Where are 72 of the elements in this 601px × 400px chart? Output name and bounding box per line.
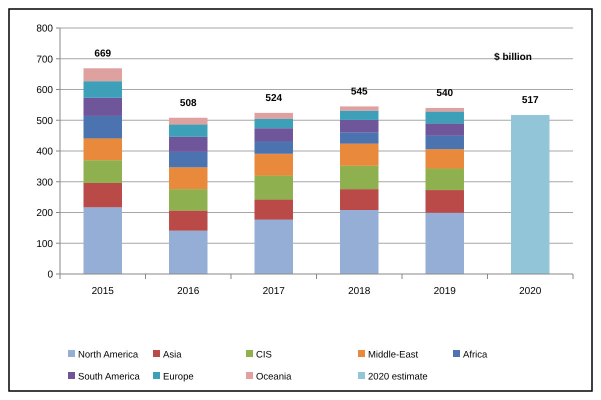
legend-label: Asia: [163, 349, 182, 360]
bar: [340, 210, 378, 274]
bar: [340, 166, 378, 190]
bar: [426, 190, 464, 213]
bar: [426, 108, 464, 112]
legend-label: North America: [78, 349, 139, 360]
bar: [254, 141, 293, 154]
bar: [84, 98, 122, 116]
y-tick-label: 100: [36, 238, 54, 250]
bar: [254, 112, 293, 119]
x-tick-label: 2020: [519, 286, 542, 297]
legend-label: Europe: [163, 371, 194, 382]
total-label: 545: [350, 86, 368, 98]
bar: [84, 81, 122, 98]
bar: [84, 138, 122, 160]
bar: [169, 210, 208, 231]
bar: [169, 152, 208, 168]
total-label: 517: [522, 95, 540, 106]
bar: [511, 115, 550, 274]
y-tick-label: 700: [36, 54, 54, 66]
legend-label: CIS: [256, 349, 272, 360]
y-tick-label: 600: [36, 85, 54, 96]
bar: [340, 132, 378, 144]
bar: [340, 120, 378, 132]
total-label: 524: [265, 92, 283, 104]
legend-label: Middle-East: [368, 349, 419, 360]
y-tick-label: 800: [36, 24, 54, 34]
bar: [254, 220, 293, 274]
bar: [340, 189, 378, 210]
annotation: $ billion: [494, 52, 532, 63]
bar: [84, 207, 122, 274]
bar: [426, 112, 464, 124]
bar: [169, 167, 208, 190]
total-label: 508: [180, 98, 198, 109]
bar: [169, 189, 208, 211]
bar: [84, 160, 122, 183]
legend-label: South America: [78, 371, 140, 382]
bar: [340, 110, 378, 120]
x-tick-label: 2019: [434, 286, 456, 297]
bar: [84, 116, 122, 138]
bar: [340, 106, 378, 111]
legend-label: Oceania: [256, 371, 292, 382]
bar: [254, 128, 293, 142]
bar: [169, 136, 208, 152]
total-label: 669: [94, 48, 112, 60]
legend-label: Africa: [463, 349, 488, 360]
bar: [426, 149, 464, 169]
x-tick-label: 2016: [177, 286, 200, 297]
bar: [426, 124, 464, 136]
bar: [169, 124, 208, 137]
x-tick-label: 2017: [262, 286, 286, 297]
total-label: 540: [436, 88, 454, 99]
bar: [84, 68, 122, 82]
bar: [169, 230, 208, 274]
legend-label: 2020 estimate: [368, 371, 428, 382]
bar: [84, 182, 122, 208]
bar: [254, 118, 293, 128]
bar: [254, 200, 293, 220]
x-tick-label: 2018: [348, 286, 371, 297]
y-tick-label: 0: [47, 270, 54, 280]
bar: [340, 144, 378, 166]
y-tick-label: 200: [36, 208, 54, 219]
x-tick-label: 2015: [92, 286, 114, 297]
y-tick-label: 400: [36, 146, 54, 158]
bar: [426, 168, 464, 190]
bar: [169, 118, 208, 125]
bar: [426, 136, 464, 150]
bar: [254, 176, 293, 200]
bar: [426, 212, 464, 274]
y-tick-label: 300: [36, 177, 54, 188]
bar: [254, 154, 293, 176]
y-tick-label: 500: [36, 116, 54, 127]
